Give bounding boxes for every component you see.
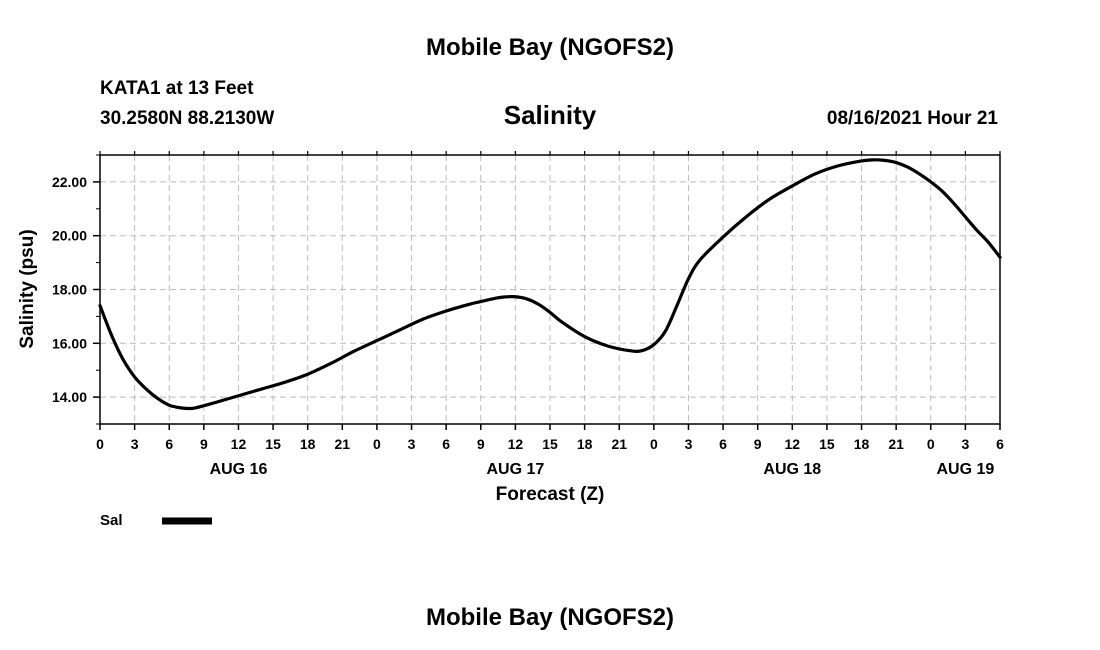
x-tick-label: 21	[611, 436, 627, 452]
x-tick-label: 9	[754, 436, 762, 452]
x-tick-label: 12	[785, 436, 801, 452]
top-title: Mobile Bay (NGOFS2)	[426, 34, 674, 61]
x-tick-label: 3	[685, 436, 693, 452]
x-day-label: AUG 17	[486, 461, 544, 478]
data-series	[98, 158, 1002, 411]
x-tick-label: 3	[131, 436, 139, 452]
series-line-sal	[98, 158, 1002, 411]
station-label: KATA1 at 13 Feet	[100, 78, 254, 99]
x-axis-label: Forecast (Z)	[496, 484, 605, 505]
y-axis-label: Salinity (psu)	[17, 229, 38, 348]
x-tick-label: 15	[542, 436, 558, 452]
x-tick-label: 0	[650, 436, 658, 452]
x-axis: 0 3 6 9 12 15 18 21 0 3 6 9 12 15 18 21 0 3 6 9 12 15 18 21 0 3 6A…	[96, 151, 1004, 478]
x-tick-label: 15	[265, 436, 281, 452]
x-day-label: AUG 18	[763, 461, 821, 478]
bottom-title: Mobile Bay (NGOFS2)	[426, 604, 674, 631]
x-tick-label: 18	[854, 436, 870, 452]
x-tick-label: 3	[408, 436, 416, 452]
x-tick-label: 6	[165, 436, 173, 452]
x-tick-label: 0	[373, 436, 381, 452]
x-tick-label: 6	[996, 436, 1004, 452]
plot-frame	[99, 154, 1001, 425]
grid-lines	[100, 155, 1000, 424]
x-tick-label: 0	[96, 436, 104, 452]
x-tick-label: 21	[888, 436, 904, 452]
y-tick-label: 16.00	[52, 335, 87, 351]
station-coordinates: 30.2580N 88.2130W	[100, 108, 274, 129]
x-tick-label: 18	[300, 436, 316, 452]
x-tick-label: 9	[200, 436, 208, 452]
legend-label: Sal	[100, 512, 123, 529]
x-tick-label: 3	[961, 436, 969, 452]
y-tick-label: 20.00	[52, 228, 87, 244]
y-tick-label: 22.00	[52, 174, 87, 190]
x-tick-label: 21	[335, 436, 351, 452]
x-day-label: AUG 16	[210, 461, 268, 478]
x-tick-label: 0	[927, 436, 935, 452]
x-tick-label: 12	[231, 436, 247, 452]
y-tick-label: 14.00	[52, 389, 87, 405]
x-day-label: AUG 19	[936, 461, 994, 478]
forecast-date: 08/16/2021 Hour 21	[827, 108, 999, 129]
chart-title: Salinity	[504, 100, 597, 130]
x-tick-label: 12	[508, 436, 524, 452]
x-tick-label: 15	[819, 436, 835, 452]
x-tick-label: 9	[477, 436, 485, 452]
y-axis: 14.00 16.00 18.00 20.00 22.00	[52, 154, 100, 425]
x-tick-label: 6	[719, 436, 727, 452]
x-tick-label: 6	[442, 436, 450, 452]
y-tick-label: 18.00	[52, 282, 87, 298]
x-tick-label: 18	[577, 436, 593, 452]
